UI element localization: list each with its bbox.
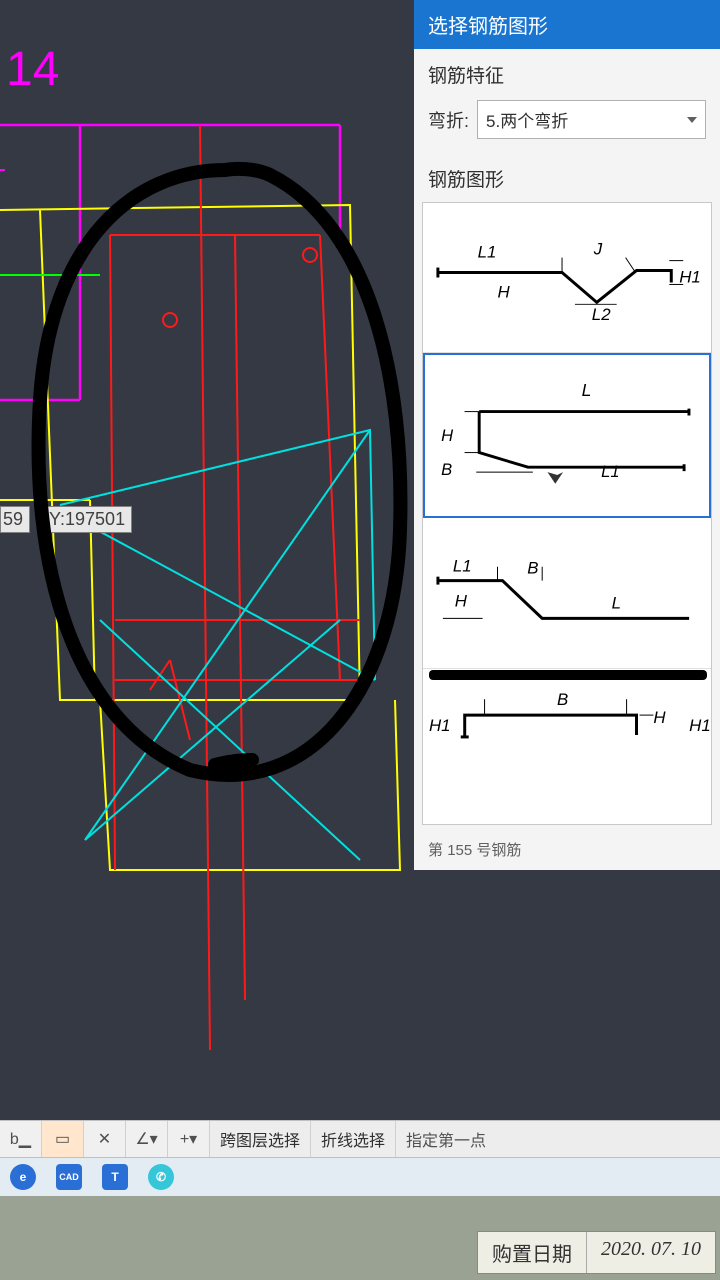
svg-text:L1: L1 <box>601 462 619 481</box>
bend-type-dropdown[interactable]: 5.两个弯折 <box>477 100 706 139</box>
svg-text:B: B <box>527 559 538 578</box>
svg-text:H: H <box>653 708 666 727</box>
snap-clear-icon[interactable]: ✕ <box>84 1121 126 1157</box>
svg-text:H: H <box>441 426 453 445</box>
annotation-circle <box>39 169 401 775</box>
snap-rect-icon[interactable]: ▭ <box>42 1121 84 1157</box>
bend-label: 弯折: <box>428 107 469 133</box>
feature-heading: 钢筋特征 <box>414 49 720 94</box>
svg-text:H1: H1 <box>429 716 451 735</box>
cad-app-icon[interactable]: CAD <box>56 1164 82 1190</box>
svg-text:J: J <box>593 240 603 259</box>
svg-text:H: H <box>455 591 468 610</box>
svg-text:H: H <box>497 282 510 301</box>
shape-option-4[interactable]: H1 B H H1 <box>423 669 711 789</box>
asset-label-sticker: 购置日期 2020. 07. 10 <box>477 1231 716 1274</box>
svg-text:L1: L1 <box>453 557 472 576</box>
asset-label-title: 购置日期 <box>478 1232 587 1273</box>
svg-text:L: L <box>582 380 592 400</box>
svg-text:H1: H1 <box>679 267 701 286</box>
chevron-down-icon <box>687 117 697 123</box>
svg-text:L2: L2 <box>592 305 611 324</box>
annotation-mark <box>215 760 252 765</box>
panel-title: 选择钢筋图形 <box>414 0 720 49</box>
svg-text:L1: L1 <box>478 243 497 262</box>
shapes-footer: 第 155 号钢筋 <box>414 833 720 870</box>
text-app-icon[interactable]: T <box>102 1164 128 1190</box>
bend-type-value: 5.两个弯折 <box>486 107 568 132</box>
svg-text:L: L <box>612 593 621 612</box>
snap-plus-icon[interactable]: +▾ <box>168 1121 210 1157</box>
shape-list[interactable]: L1 H J L2 H1 L H B L1 <box>422 202 712 825</box>
taskbar: e CAD T ✆ <box>0 1158 720 1196</box>
svg-text:B: B <box>441 460 452 479</box>
svg-text:B: B <box>557 690 568 709</box>
shape-option-2[interactable]: L H B L1 <box>423 353 711 518</box>
shapes-heading: 钢筋图形 <box>414 153 720 198</box>
status-bar: b▁ ▭ ✕ ∠▾ +▾ 跨图层选择 折线选择 指定第一点 <box>0 1120 720 1158</box>
cross-layer-select-button[interactable]: 跨图层选择 <box>210 1121 311 1157</box>
shape-option-3[interactable]: L1 B H L <box>423 529 711 669</box>
cad-viewport[interactable]: 14 59 Y:197501 <box>0 0 414 1120</box>
snap-angle-icon[interactable]: ∠▾ <box>126 1121 168 1157</box>
physical-desk: 购置日期 2020. 07. 10 <box>0 1196 720 1280</box>
browser-icon[interactable]: e <box>10 1164 36 1190</box>
share-app-icon[interactable]: ✆ <box>148 1164 174 1190</box>
rebar-shape-panel: 选择钢筋图形 钢筋特征 弯折: 5.两个弯折 钢筋图形 L1 H J L2 H1 <box>414 0 720 870</box>
shape-option-1[interactable]: L1 H J L2 H1 <box>423 203 711 353</box>
polyline-select-button[interactable]: 折线选择 <box>311 1121 396 1157</box>
svg-text:H1: H1 <box>689 716 711 735</box>
snap-baseline-icon[interactable]: b▁ <box>0 1121 42 1157</box>
asset-label-date: 2020. 07. 10 <box>587 1232 715 1273</box>
prompt-text: 指定第一点 <box>396 1121 496 1157</box>
